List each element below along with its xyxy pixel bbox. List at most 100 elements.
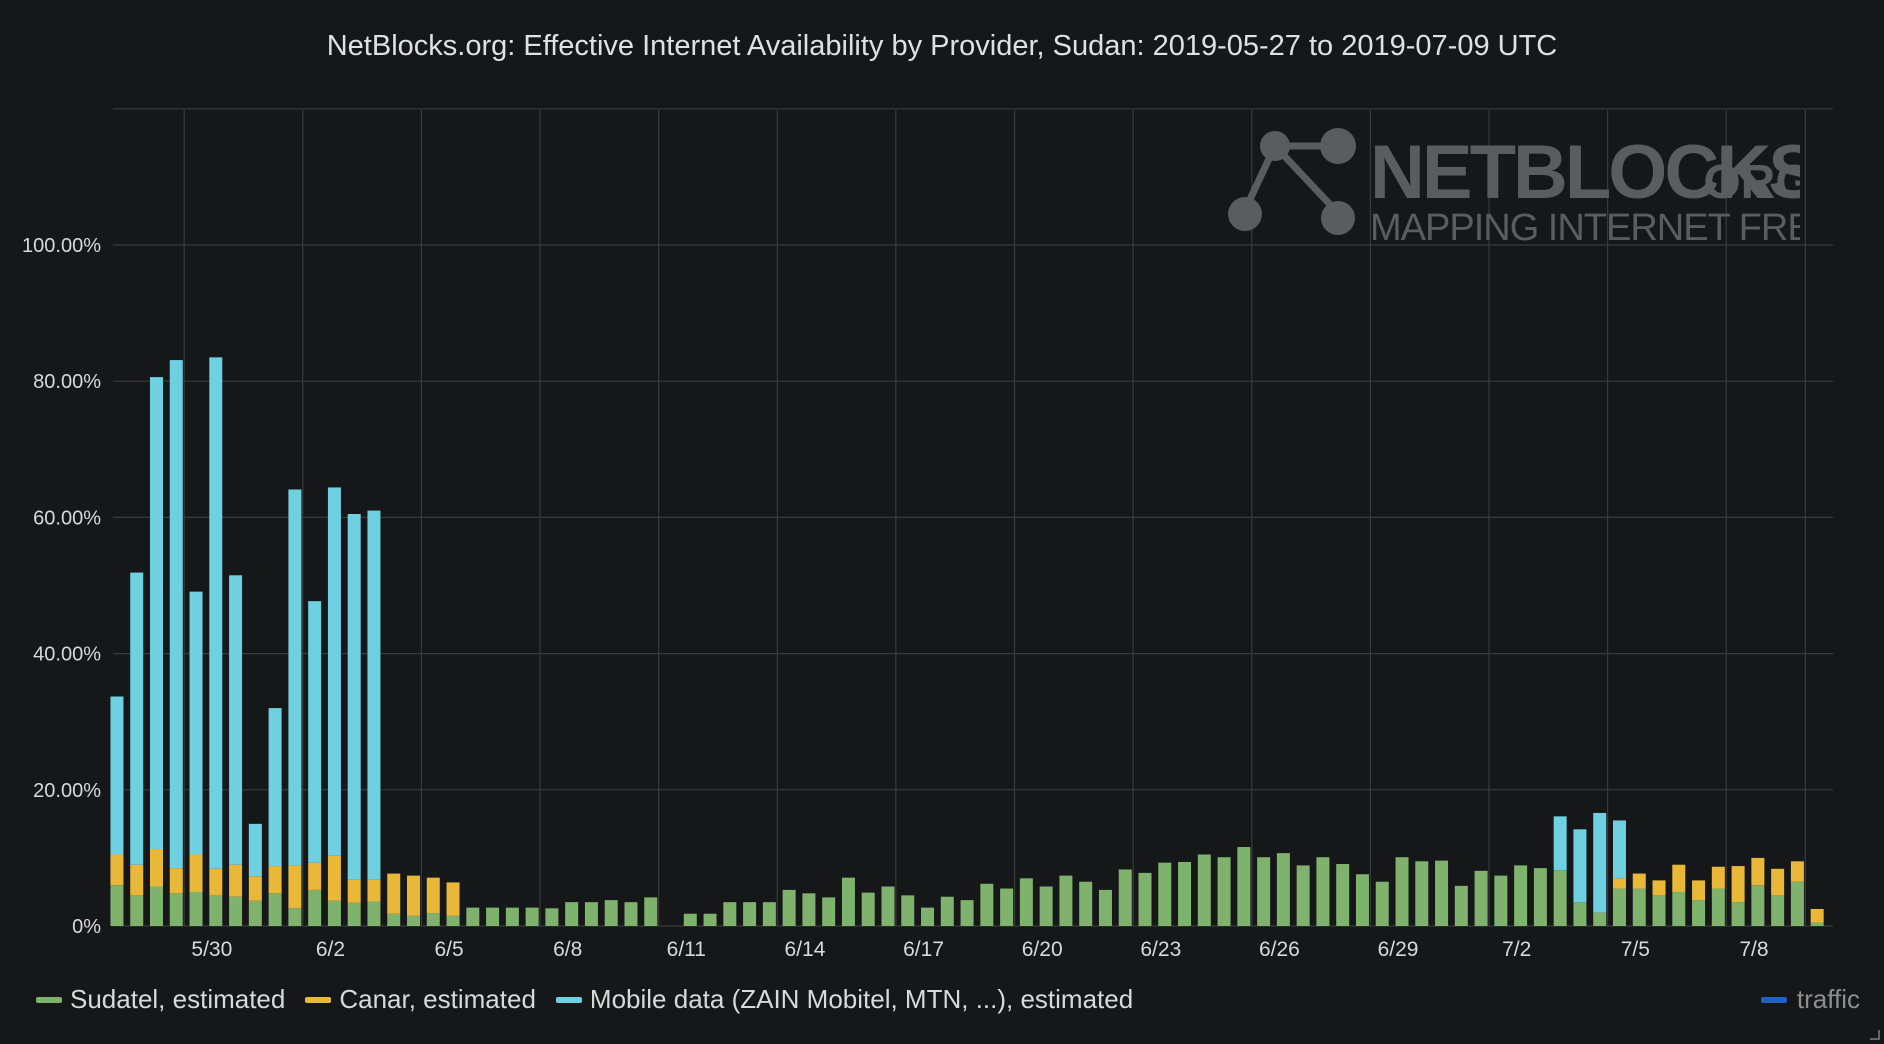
bar-segment[interactable] (248, 823, 262, 877)
bar-segment[interactable] (347, 513, 361, 880)
bar-segment[interactable] (169, 868, 183, 894)
bar-segment[interactable] (169, 360, 183, 869)
bar-segment[interactable] (1790, 861, 1804, 882)
bar-segment[interactable] (209, 357, 223, 869)
bar-segment[interactable] (1257, 857, 1271, 926)
bar-segment[interactable] (229, 575, 243, 865)
bar-segment[interactable] (960, 900, 974, 926)
bar-segment[interactable] (229, 864, 243, 897)
bar-segment[interactable] (1692, 900, 1706, 926)
bar-segment[interactable] (1454, 885, 1468, 926)
legend-item-canar[interactable]: Canar, estimated (305, 984, 536, 1015)
bar-segment[interactable] (1632, 873, 1646, 889)
bar-segment[interactable] (1079, 881, 1093, 926)
bar-segment[interactable] (861, 892, 875, 926)
bar-segment[interactable] (1652, 880, 1666, 896)
bar-segment[interactable] (1197, 854, 1211, 926)
bar-segment[interactable] (1573, 902, 1587, 926)
resize-handle-icon[interactable] (1870, 1030, 1880, 1040)
bar-segment[interactable] (1039, 886, 1053, 926)
legend-item-mobile[interactable]: Mobile data (ZAIN Mobitel, MTN, ...), es… (555, 984, 1133, 1015)
bar-segment[interactable] (149, 886, 163, 926)
bar-segment[interactable] (347, 879, 361, 903)
bar-segment[interactable] (1593, 812, 1607, 913)
bar-segment[interactable] (407, 915, 421, 926)
bar-segment[interactable] (1612, 888, 1626, 926)
bar-segment[interactable] (149, 849, 163, 887)
bar-segment[interactable] (248, 900, 262, 926)
bar-segment[interactable] (407, 875, 421, 916)
bar-segment[interactable] (110, 885, 124, 926)
bar-segment[interactable] (723, 902, 737, 926)
bar-segment[interactable] (1138, 872, 1152, 926)
bar-segment[interactable] (980, 883, 994, 926)
bar-segment[interactable] (110, 854, 124, 886)
bar-segment[interactable] (426, 877, 440, 914)
bar-segment[interactable] (110, 696, 124, 855)
bar-segment[interactable] (308, 862, 322, 890)
bar-segment[interactable] (1731, 866, 1745, 903)
legend-item-traffic[interactable]: traffic (1760, 984, 1860, 1015)
bar-segment[interactable] (486, 907, 500, 926)
bar-segment[interactable] (1731, 902, 1745, 926)
bar-segment[interactable] (1435, 860, 1449, 926)
bar-segment[interactable] (901, 895, 915, 926)
bar-segment[interactable] (1019, 878, 1033, 926)
bar-segment[interactable] (327, 855, 341, 901)
bar-segment[interactable] (1000, 888, 1014, 926)
bar-segment[interactable] (130, 572, 144, 865)
bar-segment[interactable] (288, 908, 302, 926)
bar-segment[interactable] (841, 877, 855, 926)
bar-segment[interactable] (288, 865, 302, 909)
bar-segment[interactable] (446, 882, 460, 916)
bar-segment[interactable] (367, 510, 381, 880)
bar-segment[interactable] (209, 895, 223, 926)
bar-segment[interactable] (1296, 865, 1310, 926)
bar-segment[interactable] (308, 889, 322, 926)
bar-segment[interactable] (189, 591, 203, 855)
bar-segment[interactable] (1771, 868, 1785, 896)
bar-segment[interactable] (881, 886, 895, 926)
bar-segment[interactable] (1810, 922, 1824, 926)
bar-segment[interactable] (1612, 878, 1626, 889)
bar-segment[interactable] (822, 897, 836, 926)
bar-segment[interactable] (466, 907, 480, 926)
bar-segment[interactable] (1395, 857, 1409, 926)
bar-segment[interactable] (1316, 857, 1330, 926)
bar-segment[interactable] (248, 876, 262, 901)
bar-segment[interactable] (644, 897, 658, 926)
bar-segment[interactable] (327, 487, 341, 856)
bar-segment[interactable] (1059, 875, 1073, 926)
bar-segment[interactable] (703, 913, 717, 926)
bar-segment[interactable] (1711, 888, 1725, 926)
bar-segment[interactable] (1355, 874, 1369, 926)
bar-segment[interactable] (327, 900, 341, 926)
bar-segment[interactable] (940, 896, 954, 926)
bar-segment[interactable] (209, 868, 223, 896)
bar-segment[interactable] (1158, 862, 1172, 926)
bar-segment[interactable] (1612, 820, 1626, 879)
bar-segment[interactable] (189, 891, 203, 926)
bar-segment[interactable] (565, 902, 579, 926)
bar-segment[interactable] (1474, 870, 1488, 926)
bar-segment[interactable] (1494, 875, 1508, 926)
bar-segment[interactable] (347, 902, 361, 926)
bar-segment[interactable] (1336, 864, 1350, 926)
bar-segment[interactable] (308, 601, 322, 863)
bar-segment[interactable] (426, 913, 440, 926)
bar-segment[interactable] (1810, 908, 1824, 923)
bar-segment[interactable] (1771, 895, 1785, 926)
bar-segment[interactable] (130, 895, 144, 926)
bar-segment[interactable] (1178, 861, 1192, 926)
bar-segment[interactable] (1098, 889, 1112, 926)
bar-segment[interactable] (268, 708, 282, 867)
bar-segment[interactable] (1514, 865, 1528, 926)
bar-segment[interactable] (1276, 853, 1290, 926)
bar-segment[interactable] (1573, 829, 1587, 903)
bar-segment[interactable] (1672, 864, 1686, 892)
bar-segment[interactable] (1118, 869, 1132, 926)
bar-segment[interactable] (743, 902, 757, 926)
bar-segment[interactable] (782, 889, 796, 926)
bar-segment[interactable] (229, 896, 243, 926)
bar-segment[interactable] (1790, 881, 1804, 926)
